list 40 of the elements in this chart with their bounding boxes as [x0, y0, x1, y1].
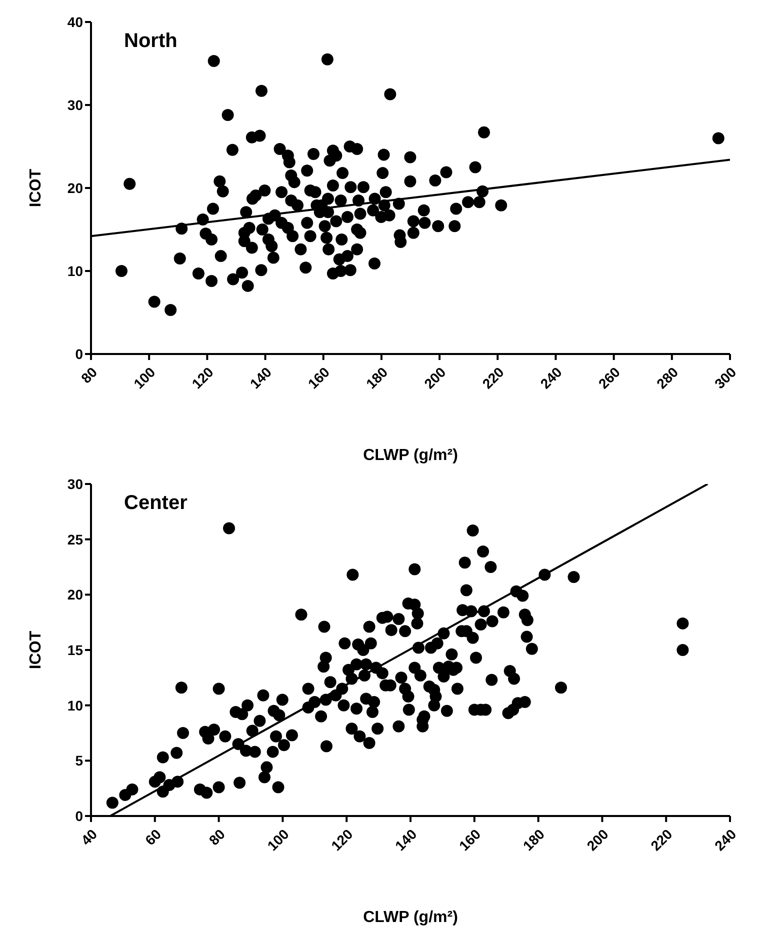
- x-tick-label: 100: [264, 826, 292, 854]
- y-tick-label: 5: [75, 752, 84, 769]
- x-tick-label: 140: [246, 364, 275, 392]
- x-tick-label: 80: [206, 826, 228, 848]
- x-axis-title: CLWP (g/m²): [363, 447, 458, 464]
- x-tick-label: 300: [711, 364, 740, 392]
- y-axis-title: ICOT: [28, 630, 45, 670]
- x-tick-label: 140: [392, 826, 420, 854]
- x-tick-label: 240: [711, 826, 740, 854]
- y-tick-label: 20: [67, 180, 84, 196]
- x-tick-label: 120: [328, 826, 356, 854]
- x-tick-label: 220: [647, 826, 676, 854]
- x-tick-label: 160: [456, 826, 484, 854]
- y-tick-label: 30: [67, 476, 84, 492]
- x-tick-label: 180: [520, 826, 548, 854]
- x-tick-label: 160: [304, 364, 333, 392]
- x-tick-label: 100: [130, 364, 158, 392]
- x-axis-title: CLWP (g/m²): [363, 909, 458, 926]
- x-tick-label: 180: [362, 364, 391, 392]
- x-tick-label: 80: [78, 364, 100, 386]
- y-tick-label: 0: [75, 346, 84, 362]
- chart-title: Center: [124, 492, 188, 515]
- x-tick-label: 260: [595, 364, 624, 392]
- x-tick-label: 280: [653, 364, 682, 392]
- x-tick-label: 60: [142, 826, 164, 848]
- y-tick-label: 15: [67, 642, 84, 658]
- y-tick-label: 40: [67, 14, 84, 30]
- y-tick-label: 30: [67, 96, 84, 113]
- y-tick-label: 20: [67, 586, 84, 603]
- x-tick-label: 220: [478, 364, 507, 392]
- y-axis-title: ICOT: [28, 168, 45, 208]
- x-tick-label: 200: [420, 364, 449, 392]
- y-tick-label: 25: [67, 531, 84, 548]
- x-tick-label: 200: [584, 826, 612, 854]
- y-tick-label: 10: [67, 262, 84, 279]
- chart-title: North: [124, 30, 178, 53]
- x-tick-label: 240: [537, 364, 566, 392]
- y-tick-label: 0: [75, 808, 84, 824]
- y-tick-label: 10: [67, 697, 84, 714]
- x-tick-label: 120: [188, 364, 217, 392]
